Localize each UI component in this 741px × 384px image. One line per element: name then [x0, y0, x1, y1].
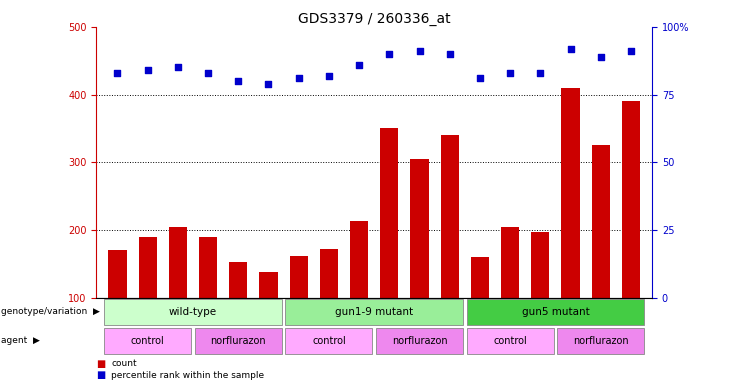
Bar [199, 237, 217, 365]
Text: control: control [312, 336, 346, 346]
Bar [108, 250, 127, 365]
Point [323, 73, 335, 79]
Text: control: control [494, 336, 527, 346]
Point [293, 75, 305, 81]
Text: ■: ■ [96, 370, 105, 380]
Bar [104, 299, 282, 325]
Point [595, 54, 607, 60]
Point [112, 70, 124, 76]
Point [233, 78, 245, 84]
Point [202, 70, 214, 76]
Point [262, 81, 274, 87]
Bar [259, 272, 278, 365]
Bar [622, 101, 640, 365]
Point [413, 48, 425, 54]
Text: genotype/variation  ▶: genotype/variation ▶ [1, 308, 99, 316]
Bar [104, 328, 191, 354]
Text: norflurazon: norflurazon [573, 336, 628, 346]
Text: ■: ■ [96, 359, 105, 369]
Text: percentile rank within the sample: percentile rank within the sample [111, 371, 265, 380]
Bar [285, 328, 373, 354]
Text: gun5 mutant: gun5 mutant [522, 307, 589, 317]
Bar [501, 227, 519, 365]
Text: gun1-9 mutant: gun1-9 mutant [335, 307, 413, 317]
Bar [320, 249, 338, 365]
Bar [285, 299, 463, 325]
Point [565, 45, 576, 51]
Bar [195, 328, 282, 354]
Text: norflurazon: norflurazon [210, 336, 266, 346]
Bar [591, 145, 610, 365]
Point [383, 51, 395, 57]
Point [504, 70, 516, 76]
Bar [471, 257, 489, 365]
Point [534, 70, 546, 76]
Point [444, 51, 456, 57]
Title: GDS3379 / 260336_at: GDS3379 / 260336_at [298, 12, 451, 26]
Bar [290, 256, 308, 365]
Point [172, 65, 184, 71]
Bar [229, 262, 247, 365]
Bar [441, 135, 459, 365]
Bar [467, 299, 644, 325]
Bar [380, 128, 399, 365]
Bar [562, 88, 579, 365]
Bar [169, 227, 187, 365]
Bar [350, 221, 368, 365]
Bar [139, 237, 157, 365]
Text: wild-type: wild-type [169, 307, 217, 317]
Text: control: control [131, 336, 165, 346]
Point [353, 62, 365, 68]
Point [625, 48, 637, 54]
Text: norflurazon: norflurazon [392, 336, 448, 346]
Point [474, 75, 486, 81]
Text: count: count [111, 359, 137, 368]
Text: agent  ▶: agent ▶ [1, 336, 39, 345]
Bar [467, 328, 554, 354]
Bar [411, 159, 428, 365]
Bar [531, 232, 549, 365]
Bar [557, 328, 644, 354]
Bar [376, 328, 463, 354]
Point [142, 67, 153, 73]
